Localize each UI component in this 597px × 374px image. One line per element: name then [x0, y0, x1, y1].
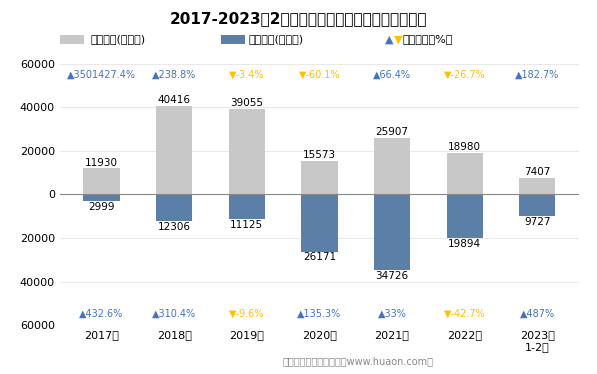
Text: ▼-26.7%: ▼-26.7%	[444, 70, 485, 80]
Text: 出口总额(万美元): 出口总额(万美元)	[91, 34, 146, 44]
Text: 2999: 2999	[88, 202, 115, 212]
Text: ▲33%: ▲33%	[377, 309, 407, 319]
Text: ▲238.8%: ▲238.8%	[152, 70, 196, 80]
Text: 7407: 7407	[524, 168, 550, 177]
Bar	[84, 194, 119, 201]
Bar	[156, 106, 192, 194]
Bar	[229, 109, 265, 194]
Text: 19894: 19894	[448, 239, 481, 249]
Bar	[447, 153, 483, 194]
Text: 34726: 34726	[376, 271, 408, 281]
Text: ▲182.7%: ▲182.7%	[515, 70, 559, 80]
Text: 26171: 26171	[303, 252, 336, 263]
Bar	[156, 194, 192, 221]
Text: ▼-9.6%: ▼-9.6%	[229, 309, 264, 319]
Text: 9727: 9727	[524, 217, 550, 227]
Bar	[229, 194, 265, 219]
Text: ▼-42.7%: ▼-42.7%	[444, 309, 485, 319]
Text: 12306: 12306	[158, 222, 190, 232]
Text: 39055: 39055	[230, 98, 263, 108]
Text: ▼-60.1%: ▼-60.1%	[298, 70, 340, 80]
Text: 制图：华经产业研究院（www.huaon.com）: 制图：华经产业研究院（www.huaon.com）	[283, 356, 433, 367]
Bar	[374, 194, 410, 270]
Text: 25907: 25907	[376, 127, 408, 137]
Text: ▲310.4%: ▲310.4%	[152, 309, 196, 319]
Bar	[84, 168, 119, 194]
Bar	[301, 194, 337, 252]
Text: 18980: 18980	[448, 142, 481, 152]
Bar	[374, 138, 410, 194]
Text: ▼-3.4%: ▼-3.4%	[229, 70, 264, 80]
Text: ▲66.4%: ▲66.4%	[373, 70, 411, 80]
Text: ▼: ▼	[394, 34, 402, 44]
Text: 11930: 11930	[85, 157, 118, 168]
Text: 40416: 40416	[158, 95, 190, 105]
Text: 进口总额(万美元): 进口总额(万美元)	[249, 34, 304, 44]
Bar	[519, 178, 555, 194]
Bar	[301, 160, 337, 194]
Text: ▲432.6%: ▲432.6%	[79, 309, 124, 319]
Text: 15573: 15573	[303, 150, 336, 160]
Text: ▲135.3%: ▲135.3%	[297, 309, 341, 319]
Text: 2017-2023年2月重庆铁路保税物流中心进、出口额: 2017-2023年2月重庆铁路保税物流中心进、出口额	[170, 11, 427, 26]
Bar	[447, 194, 483, 238]
Text: 同比增速（%）: 同比增速（%）	[403, 34, 453, 44]
Text: 11125: 11125	[230, 220, 263, 230]
Bar	[519, 194, 555, 216]
Text: ▲487%: ▲487%	[520, 309, 555, 319]
Text: ▲: ▲	[385, 34, 393, 44]
Text: ▲3501427.4%: ▲3501427.4%	[67, 70, 136, 80]
